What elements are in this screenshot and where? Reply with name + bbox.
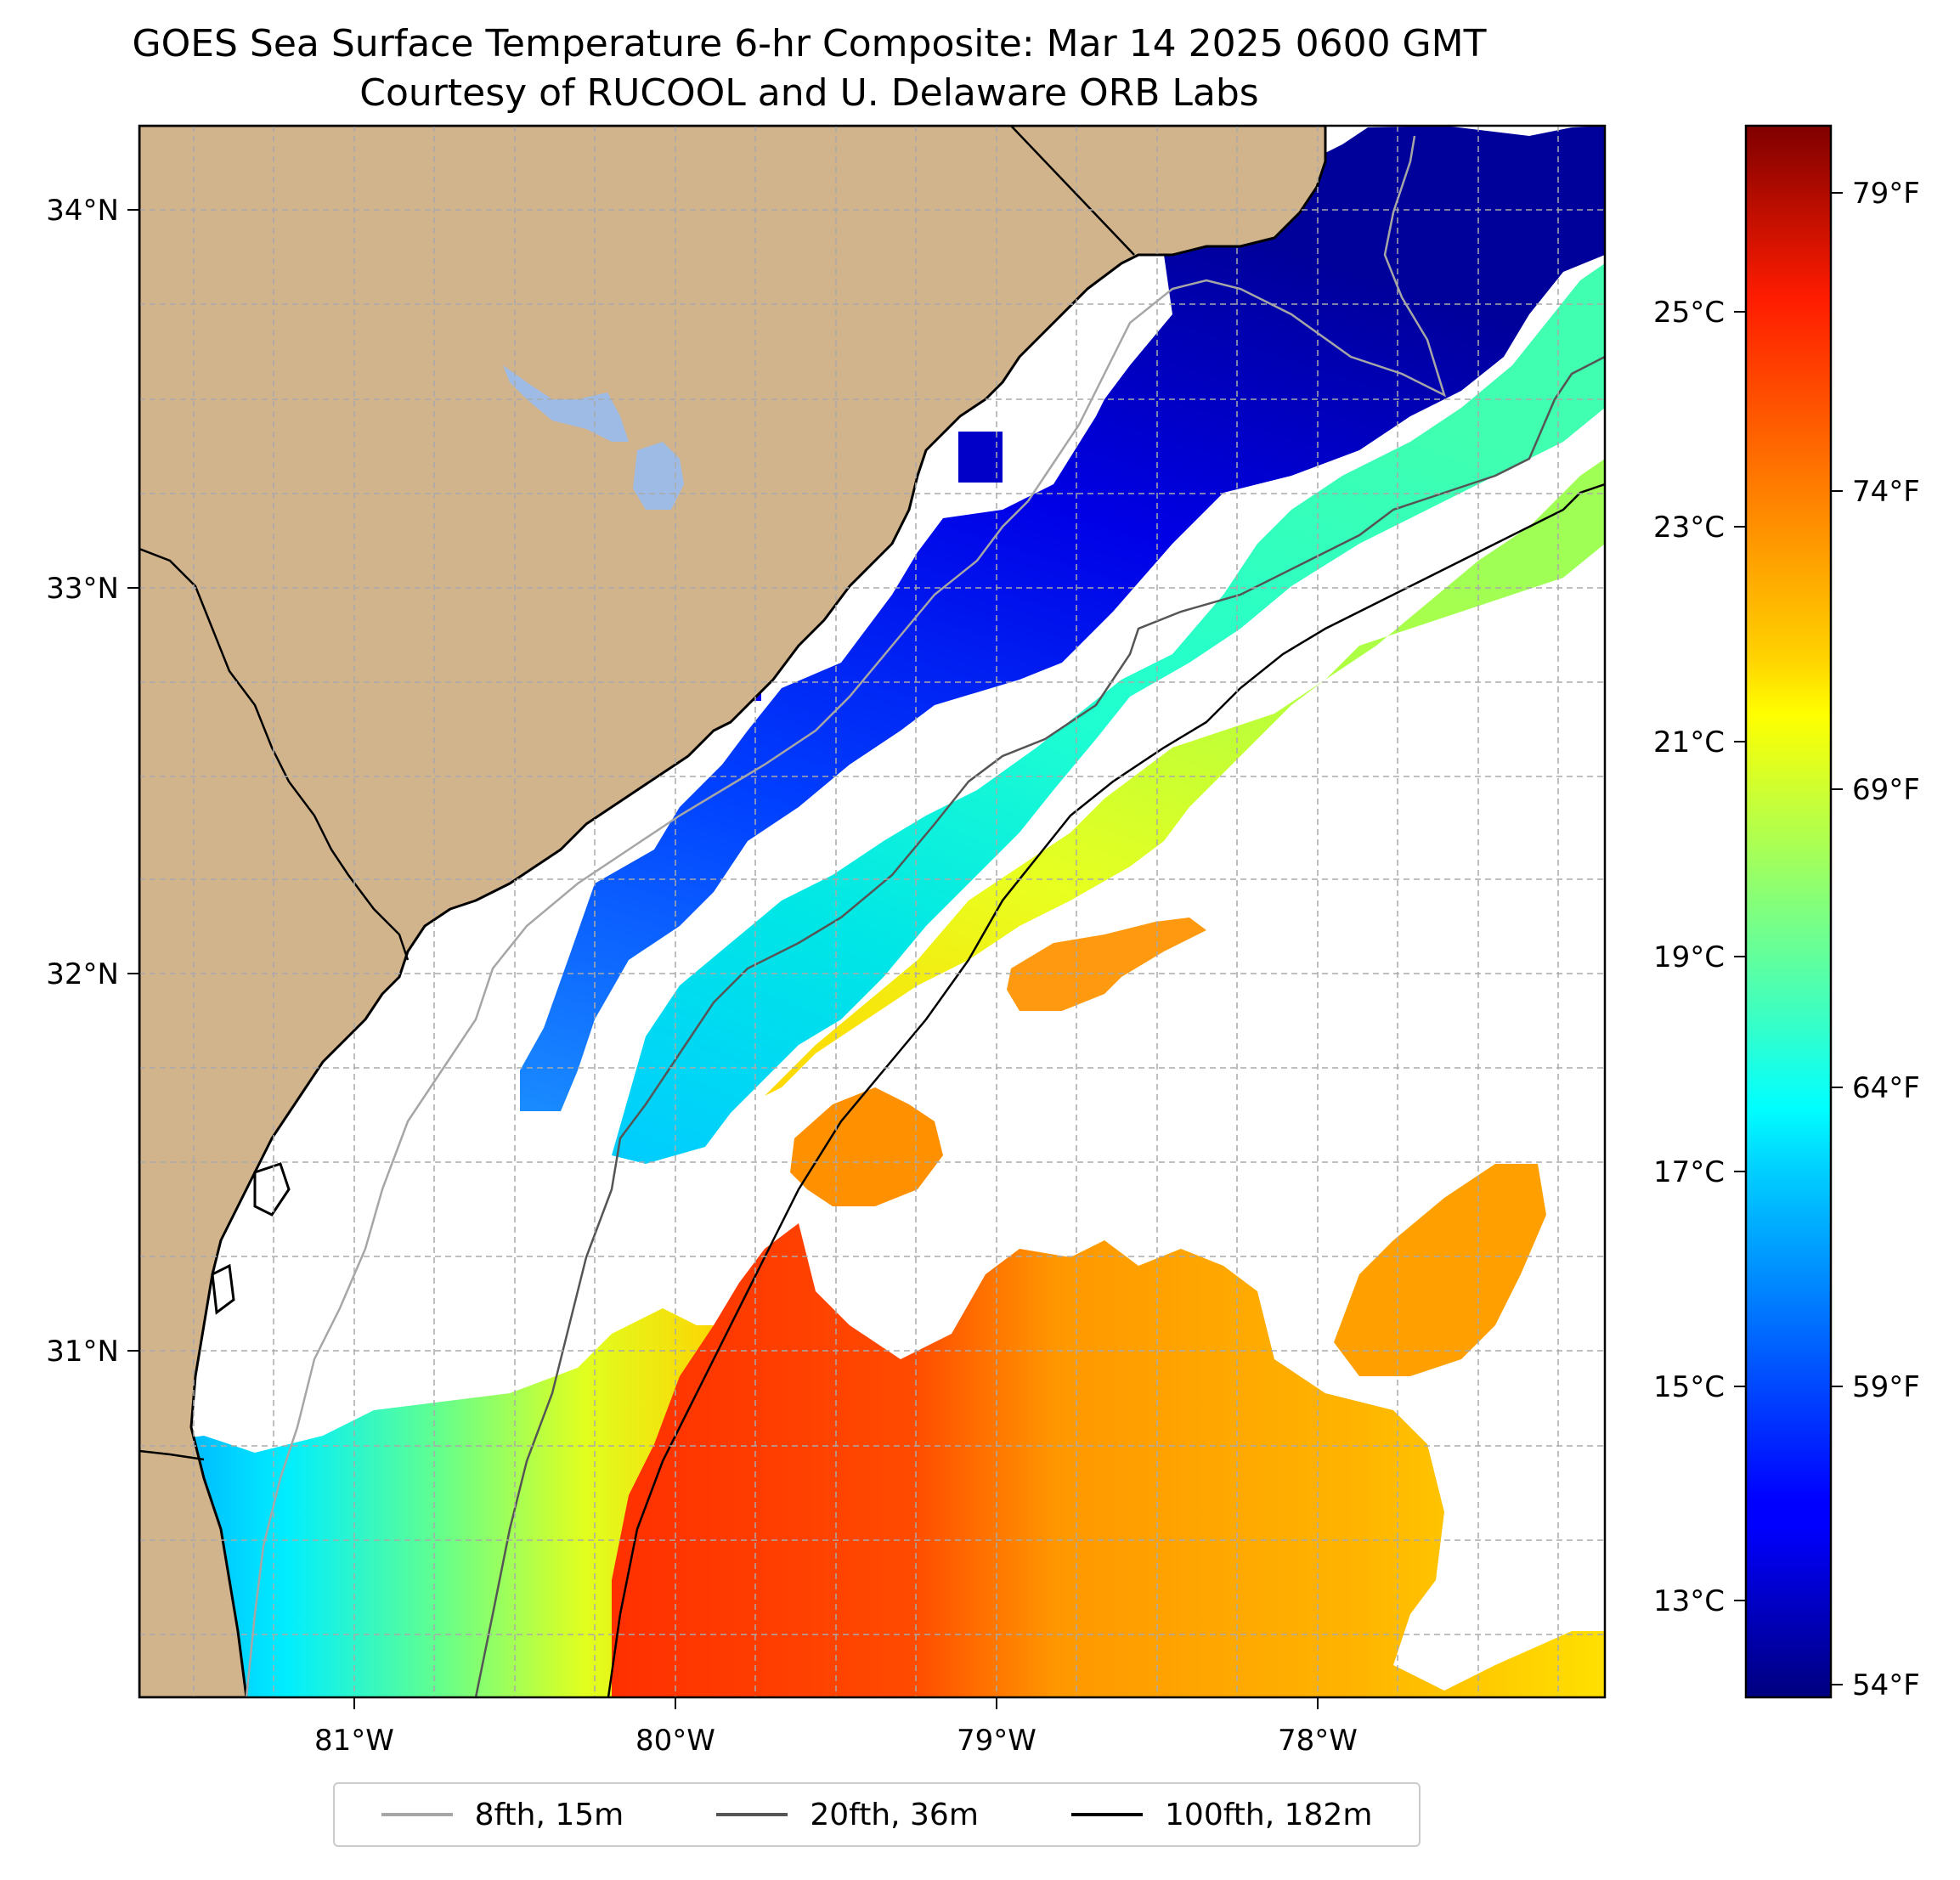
cbar-c-21: 21°C bbox=[1653, 725, 1725, 759]
sst-mid-shelf-band bbox=[612, 263, 1605, 1164]
cbar-c-13: 13°C bbox=[1653, 1584, 1725, 1618]
cbar-c-25: 25°C bbox=[1653, 296, 1725, 330]
legend-swatch-8fth bbox=[381, 1813, 453, 1816]
map-title: GOES Sea Surface Temperature 6-hr Compos… bbox=[132, 22, 1487, 65]
colorbar-fahrenheit-labels: 54°F 59°F 64°F 69°F 74°F 79°F bbox=[1852, 177, 1920, 1702]
land bbox=[139, 126, 1327, 1697]
sst-gulf-stream-front bbox=[765, 459, 1605, 1096]
legend-swatch-100fth bbox=[1071, 1813, 1144, 1816]
legend-label-20fth: 20fth, 36m bbox=[810, 1797, 979, 1832]
axis-ticks bbox=[127, 209, 1319, 1709]
state-border-nc-sc bbox=[1010, 126, 1135, 256]
lon-tick-labels: 81°W 80°W 79°W 78°W bbox=[314, 1724, 1358, 1758]
cbar-f-59: 59°F bbox=[1852, 1370, 1920, 1404]
cbar-f-64: 64°F bbox=[1852, 1071, 1920, 1105]
contour-legend: 8fth, 15m 20fth, 36m 100fth, 182m bbox=[333, 1782, 1421, 1847]
contour-8fth bbox=[245, 135, 1447, 1697]
map-frame bbox=[138, 124, 1607, 1699]
lat-tick-33n: 33°N bbox=[46, 572, 119, 606]
sst-warm-patch bbox=[790, 1087, 943, 1206]
contour-100fth bbox=[607, 483, 1605, 1697]
lon-tick-79w: 79°W bbox=[957, 1724, 1036, 1758]
sst-warm-mass bbox=[612, 1223, 1605, 1697]
legend-item-100fth: 100fth, 182m bbox=[1071, 1798, 1372, 1832]
cbar-c-19: 19°C bbox=[1653, 940, 1725, 974]
lat-tick-34n: 34°N bbox=[46, 194, 119, 228]
cbar-c-17: 17°C bbox=[1653, 1155, 1725, 1189]
cbar-c-23: 23°C bbox=[1653, 511, 1725, 545]
lake-moultrie bbox=[633, 442, 684, 510]
legend-item-20fth: 20fth, 36m bbox=[716, 1798, 979, 1832]
contour-20fth bbox=[474, 355, 1605, 1697]
sst-southern-band bbox=[139, 1308, 731, 1697]
colorbar bbox=[1744, 124, 1833, 1699]
legend-swatch-20fth bbox=[716, 1813, 788, 1816]
sst-warm-east-patch bbox=[1334, 1164, 1546, 1376]
lon-tick-80w: 80°W bbox=[635, 1724, 715, 1758]
cbar-f-74: 74°F bbox=[1852, 475, 1920, 509]
state-border-ga-fl bbox=[139, 1449, 205, 1461]
sst-warm-eddy bbox=[1007, 917, 1206, 1011]
cbar-f-79: 79°F bbox=[1852, 177, 1920, 211]
map-subtitle: Courtesy of RUCOOL and U. Delaware ORB L… bbox=[359, 71, 1259, 115]
lake-marion bbox=[503, 365, 629, 442]
cbar-c-15: 15°C bbox=[1653, 1370, 1725, 1404]
lat-tick-labels: 31°N 32°N 33°N 34°N bbox=[46, 194, 119, 1369]
state-border-sc-ga bbox=[139, 547, 410, 961]
legend-item-8fth: 8fth, 15m bbox=[381, 1798, 624, 1832]
lon-tick-78w: 78°W bbox=[1278, 1724, 1358, 1758]
lon-tick-81w: 81°W bbox=[314, 1724, 394, 1758]
sst-overlay bbox=[139, 126, 1605, 1697]
cbar-f-69: 69°F bbox=[1852, 773, 1920, 807]
cbar-f-54: 54°F bbox=[1852, 1668, 1920, 1702]
gridlines bbox=[139, 126, 1605, 1697]
colorbar-celsius-labels: 13°C 15°C 17°C 19°C 21°C 23°C 25°C bbox=[1653, 296, 1725, 1618]
lat-tick-32n: 32°N bbox=[46, 957, 119, 991]
sea-islands bbox=[253, 1162, 291, 1217]
lat-tick-31n: 31°N bbox=[46, 1335, 119, 1369]
sst-cold-coastal-band bbox=[520, 126, 1605, 1111]
legend-label-100fth: 100fth, 182m bbox=[1165, 1797, 1373, 1832]
colorbar-ticks bbox=[1734, 192, 1843, 1685]
map-area bbox=[139, 126, 1605, 1697]
legend-label-8fth: 8fth, 15m bbox=[474, 1797, 624, 1832]
sea-islands-2 bbox=[211, 1263, 235, 1315]
